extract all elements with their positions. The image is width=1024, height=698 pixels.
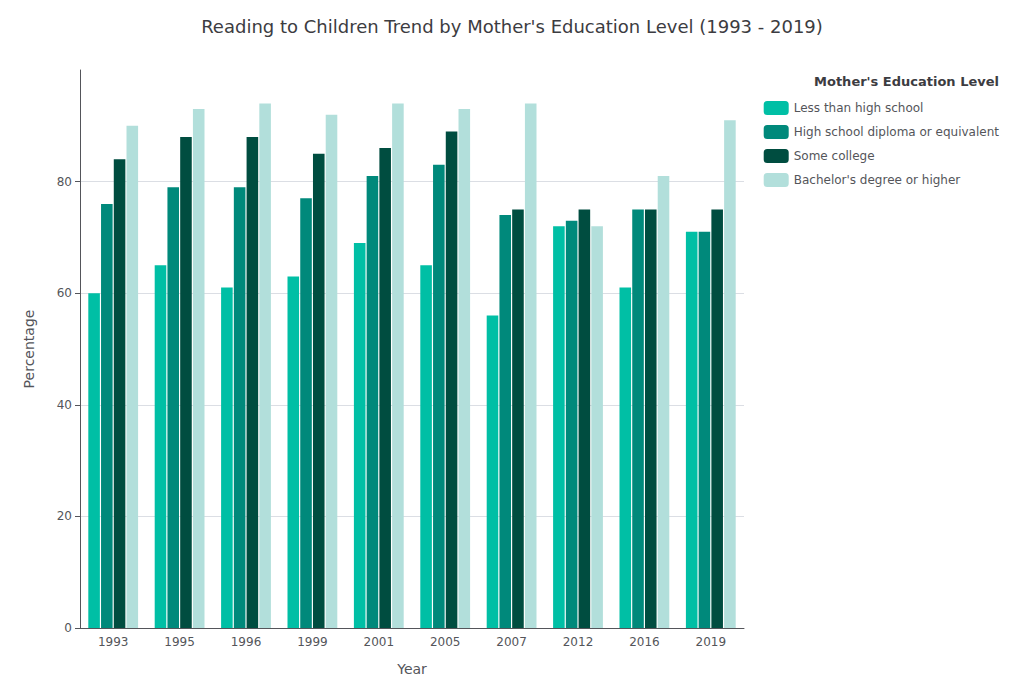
svg-text:2012: 2012	[563, 635, 594, 649]
svg-text:20: 20	[57, 509, 72, 523]
svg-text:1999: 1999	[297, 635, 328, 649]
svg-text:2019: 2019	[696, 635, 727, 649]
svg-text:1995: 1995	[164, 635, 195, 649]
svg-text:Bachelor's degree or higher: Bachelor's degree or higher	[794, 173, 961, 187]
svg-text:60: 60	[57, 286, 72, 300]
svg-text:Some college: Some college	[794, 149, 875, 163]
svg-text:1996: 1996	[231, 635, 262, 649]
svg-text:Percentage: Percentage	[21, 310, 37, 389]
svg-text:80: 80	[57, 175, 72, 189]
svg-text:Less than high school: Less than high school	[794, 101, 924, 115]
svg-text:Mother's Education Level: Mother's Education Level	[814, 74, 999, 89]
svg-text:40: 40	[57, 398, 72, 412]
svg-text:Year: Year	[396, 661, 427, 677]
svg-text:2005: 2005	[430, 635, 461, 649]
svg-text:0: 0	[64, 621, 72, 635]
svg-text:High school diploma or equival: High school diploma or equivalent	[794, 125, 1000, 139]
svg-text:2007: 2007	[496, 635, 527, 649]
svg-text:2001: 2001	[364, 635, 395, 649]
svg-text:2016: 2016	[629, 635, 660, 649]
svg-text:Reading to Children Trend by M: Reading to Children Trend by Mother's Ed…	[201, 16, 823, 37]
svg-text:1993: 1993	[98, 635, 129, 649]
